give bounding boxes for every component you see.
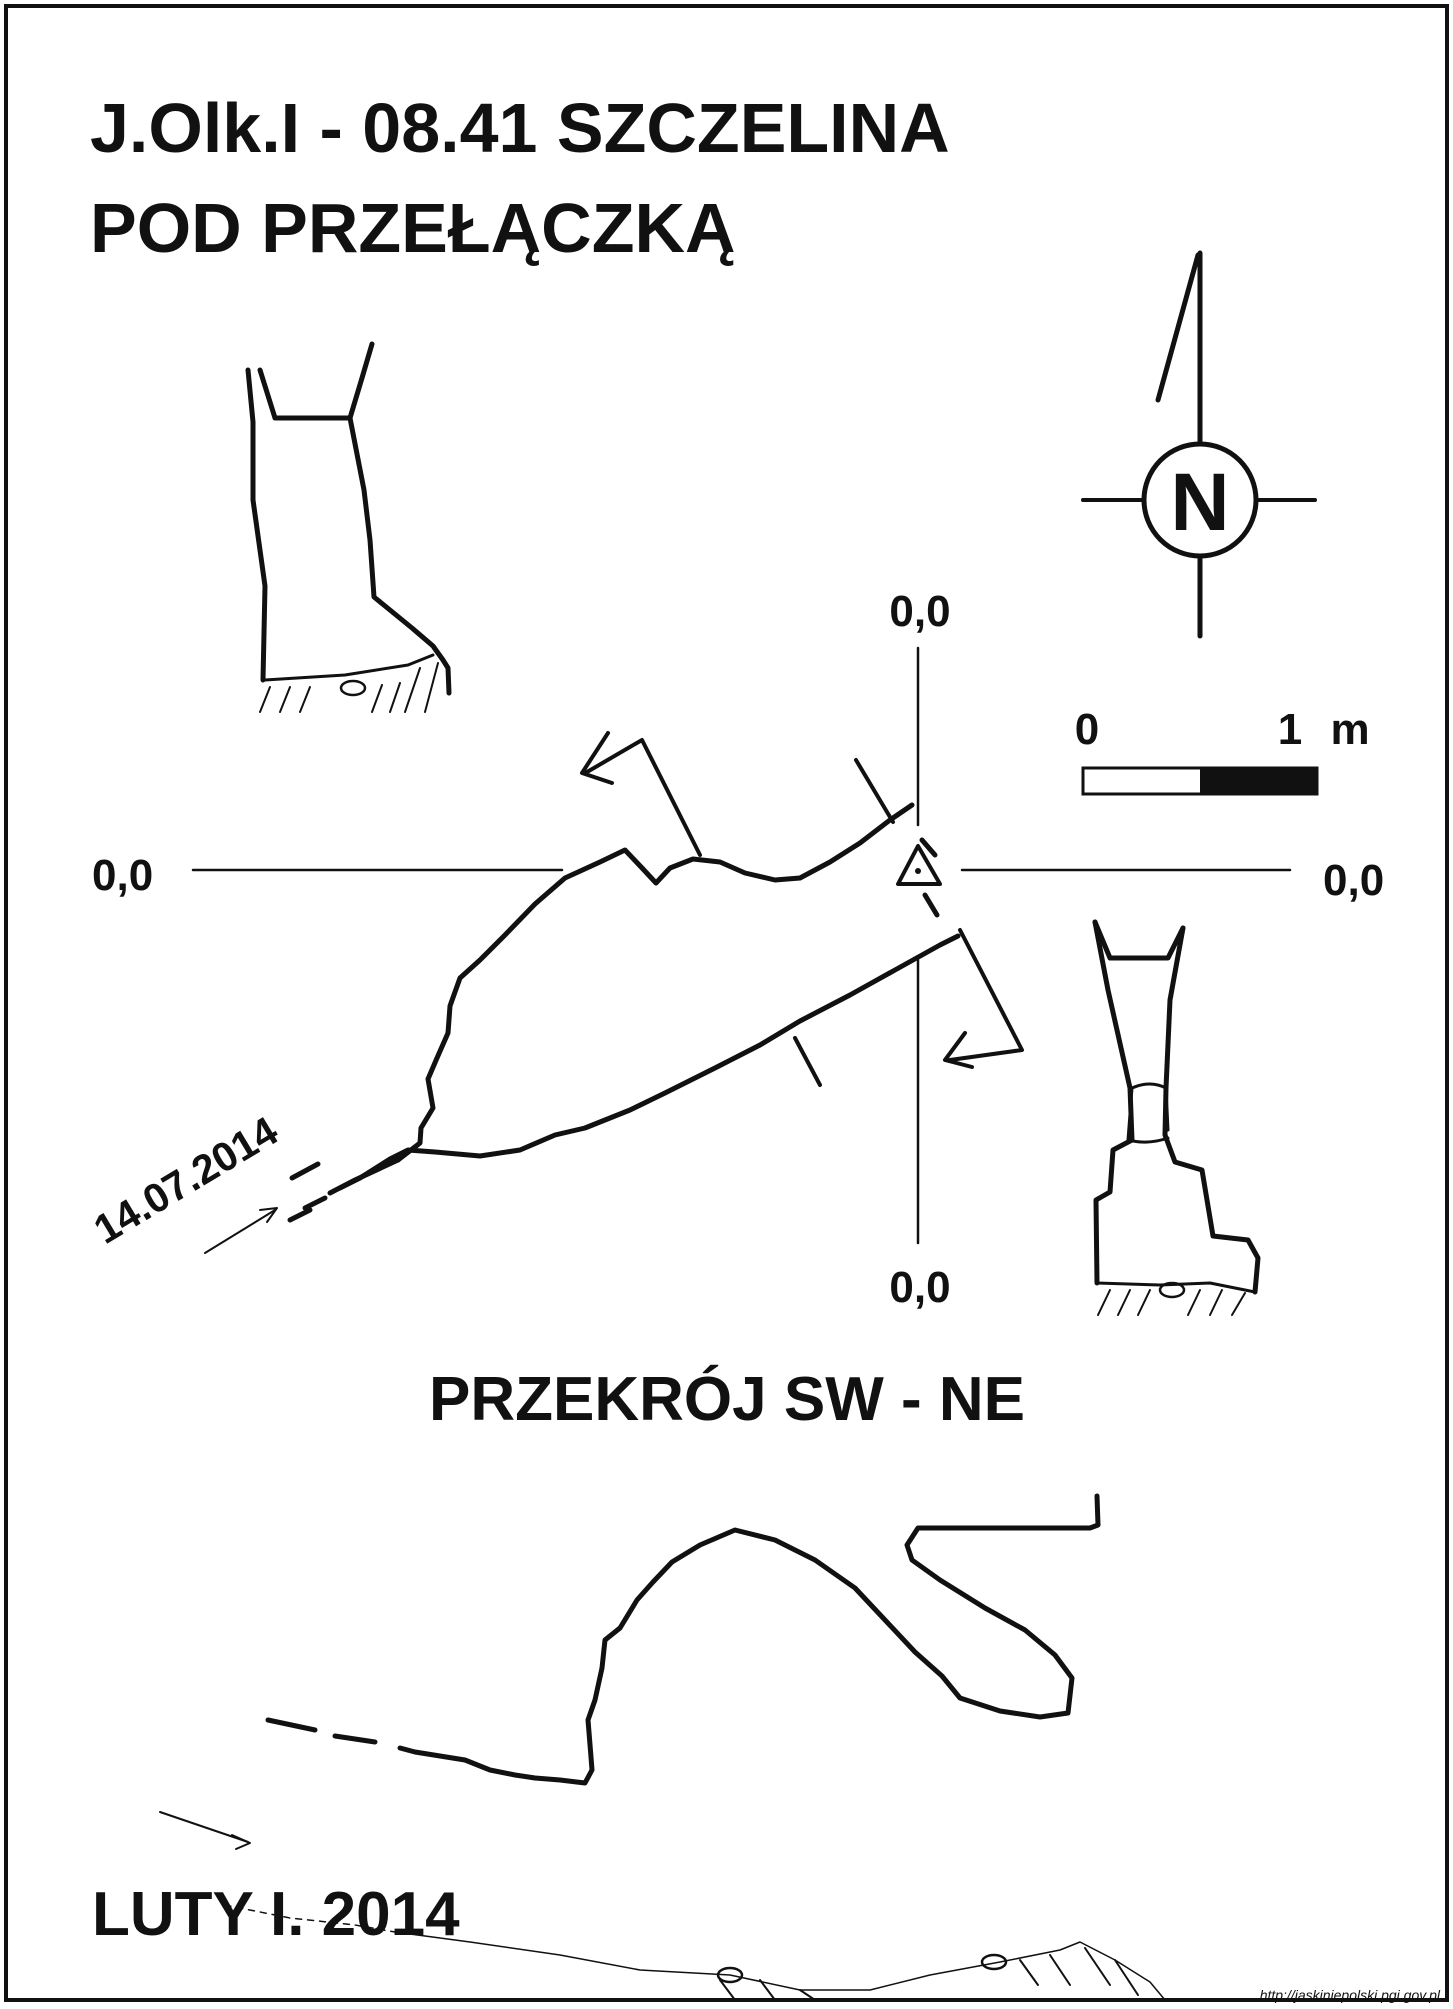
cave-plan (287, 731, 1024, 1223)
credit-link[interactable]: http://jaskiniepolski.pgi.gov.pl (1260, 1987, 1441, 2003)
title-line-2: POD PRZEŁĄCZKĄ (90, 189, 736, 267)
map-frame (4, 4, 1449, 2002)
cave-profile (159, 1493, 1166, 2001)
scale-start-label: 0 (1075, 705, 1099, 754)
survey-point-icon (896, 844, 942, 886)
datum-label-bottom: 0,0 (889, 1263, 950, 1312)
scale-end-label: 1 (1278, 705, 1302, 754)
title-line-1: J.Olk.I - 08.41 SZCZELINA (90, 89, 950, 167)
north-arrow-icon: N (1081, 250, 1317, 639)
datum-label-right: 0,0 (1323, 856, 1384, 905)
entrance-arrow-icon (204, 1207, 278, 1254)
scale-bar-icon: 0 1 m (1075, 705, 1370, 796)
cross-section-1 (245, 341, 452, 713)
north-letter: N (1170, 457, 1229, 548)
section-title: PRZEKRÓJ SW - NE (429, 1365, 1025, 1434)
datum-cross (191, 646, 1292, 1245)
datum-label-top: 0,0 (889, 587, 950, 636)
scale-unit-label: m (1330, 705, 1369, 754)
datum-label-left: 0,0 (92, 851, 153, 900)
survey-date: LUTY I. 2014 (92, 1880, 460, 1949)
cross-section-2 (1092, 919, 1261, 1316)
